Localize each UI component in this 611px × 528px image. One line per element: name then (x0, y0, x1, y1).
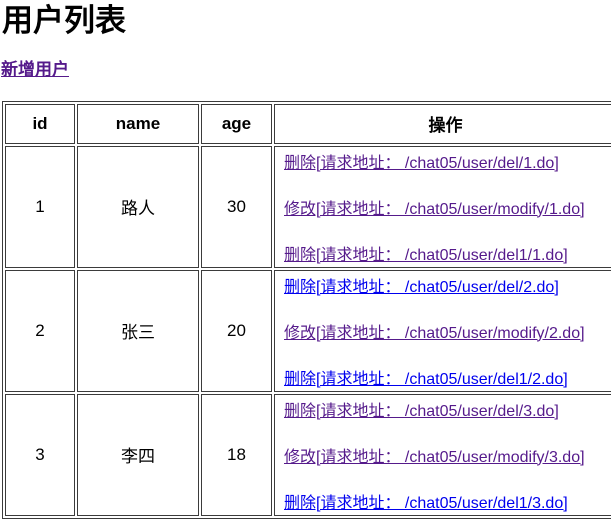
delete-link[interactable]: 删除[请求地址： /chat05/user/del/2.do] (284, 278, 559, 296)
cell-actions: 删除[请求地址： /chat05/user/del/2.do] 修改[请求地址：… (274, 269, 611, 392)
delete-alt-link[interactable]: 删除[请求地址： /chat05/user/del1/2.do] (284, 370, 568, 388)
cell-id: 1 (5, 145, 75, 268)
cell-age: 30 (201, 145, 272, 268)
cell-name: 路人 (77, 145, 199, 268)
cell-actions: 删除[请求地址： /chat05/user/del/1.do] 修改[请求地址：… (274, 145, 611, 268)
cell-actions: 删除[请求地址： /chat05/user/del/3.do] 修改[请求地址：… (274, 393, 611, 516)
delete-alt-link[interactable]: 删除[请求地址： /chat05/user/del1/1.do] (284, 246, 568, 264)
table-row: 1 路人 30 删除[请求地址： /chat05/user/del/1.do] … (5, 145, 611, 268)
delete-link[interactable]: 删除[请求地址： /chat05/user/del/1.do] (284, 154, 559, 172)
modify-link[interactable]: 修改[请求地址： /chat05/user/modify/2.do] (284, 324, 585, 342)
action-stack: 删除[请求地址： /chat05/user/del/1.do] 修改[请求地址：… (284, 148, 611, 266)
header-row: id name age 操作 (5, 103, 611, 144)
column-header-name: name (77, 103, 199, 144)
cell-id: 2 (5, 269, 75, 392)
cell-age: 18 (201, 393, 272, 516)
column-header-id: id (5, 103, 75, 144)
user-table: id name age 操作 1 路人 30 删除[请求地址： /chat05/… (2, 100, 611, 519)
table-row: 2 张三 20 删除[请求地址： /chat05/user/del/2.do] … (5, 269, 611, 392)
delete-link[interactable]: 删除[请求地址： /chat05/user/del/3.do] (284, 402, 559, 420)
column-header-actions: 操作 (274, 103, 611, 144)
add-user-link[interactable]: 新增用户 (1, 59, 69, 79)
delete-alt-link[interactable]: 删除[请求地址： /chat05/user/del1/3.do] (284, 494, 568, 512)
page-title: 用户列表 (2, 3, 126, 38)
cell-id: 3 (5, 393, 75, 516)
action-stack: 删除[请求地址： /chat05/user/del/2.do] 修改[请求地址：… (284, 272, 611, 390)
cell-age: 20 (201, 269, 272, 392)
table-row: 3 李四 18 删除[请求地址： /chat05/user/del/3.do] … (5, 393, 611, 516)
action-stack: 删除[请求地址： /chat05/user/del/3.do] 修改[请求地址：… (284, 396, 611, 514)
cell-name: 张三 (77, 269, 199, 392)
modify-link[interactable]: 修改[请求地址： /chat05/user/modify/1.do] (284, 200, 585, 218)
cell-name: 李四 (77, 393, 199, 516)
column-header-age: age (201, 103, 272, 144)
modify-link[interactable]: 修改[请求地址： /chat05/user/modify/3.do] (284, 448, 585, 466)
